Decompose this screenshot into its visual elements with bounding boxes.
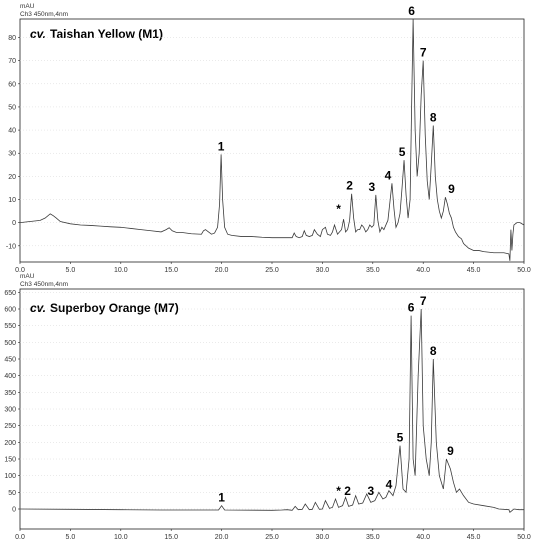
- x-tick-label: 10.0: [114, 534, 128, 541]
- peak-label-m7-6: 6: [408, 301, 415, 315]
- x-tick-label: 25.0: [265, 534, 279, 541]
- x-tick-label: 25.0: [265, 267, 279, 274]
- y-tick-label: 50: [8, 104, 16, 111]
- x-tick-label: 40.0: [416, 534, 430, 541]
- peak-label-m7-1: 1: [218, 491, 225, 505]
- peak-label-m7-star: *: [336, 484, 341, 498]
- y-tick-label: 10: [8, 197, 16, 204]
- channel-label-m7: Ch3 450nm,4nm: [20, 281, 68, 288]
- x-tick-label: 30.0: [316, 534, 330, 541]
- y-tick-label: -10: [6, 243, 16, 250]
- peak-label-m7-4: 4: [386, 477, 393, 491]
- x-tick-label: 20.0: [215, 534, 229, 541]
- peak-label-m1-3: 3: [368, 180, 375, 194]
- channel-label-m1: Ch3 450nm,4nm: [20, 11, 68, 18]
- x-tick-label: 40.0: [416, 267, 430, 274]
- series-line-m7: [19, 308, 524, 513]
- title-italic-m1: cv.: [30, 27, 46, 41]
- peak-label-m1-5: 5: [399, 145, 406, 159]
- y-tick-label: 400: [4, 373, 16, 380]
- x-tick-label: 5.0: [66, 534, 76, 541]
- x-tick-label: 0.0: [15, 534, 25, 541]
- title-text-m1: Taishan Yellow (M1): [50, 27, 163, 41]
- y-tick-label: 250: [4, 423, 16, 430]
- y-tick-label: 30: [8, 151, 16, 158]
- x-tick-label: 35.0: [366, 267, 380, 274]
- x-tick-label: 45.0: [467, 267, 481, 274]
- x-tick-label: 30.0: [316, 267, 330, 274]
- peak-label-m1-6: 6: [408, 4, 415, 18]
- x-tick-label: 5.0: [66, 267, 76, 274]
- chart-title-m1: cv. Taishan Yellow (M1): [30, 27, 163, 41]
- y-tick-label: 0: [12, 507, 16, 514]
- series-line-m1: [19, 18, 525, 261]
- y-tick-label: 40: [8, 128, 16, 135]
- peak-label-m1-star: *: [336, 202, 341, 216]
- peak-label-m1-9: 9: [448, 182, 455, 196]
- x-tick-label: 50.0: [517, 534, 531, 541]
- y-tick-label: 60: [8, 81, 16, 88]
- peak-label-m1-4: 4: [385, 168, 392, 182]
- peak-label-m1-2: 2: [346, 179, 353, 193]
- chart-panel-m1: mAU Ch3 450nm,4nm cv. Taishan Yellow (M1)…: [6, 3, 531, 274]
- x-tick-label: 15.0: [164, 534, 178, 541]
- title-italic-m7: cv.: [30, 301, 46, 315]
- peak-label-m1-7: 7: [420, 46, 427, 60]
- y-tick-label: 550: [4, 323, 16, 330]
- x-tick-label: 20.0: [215, 267, 229, 274]
- y-tick-label: 150: [4, 457, 16, 464]
- x-tick-label: 15.0: [164, 267, 178, 274]
- y-tick-label: 20: [8, 174, 16, 181]
- y-tick-label: 450: [4, 357, 16, 364]
- peak-label-m7-8: 8: [430, 344, 437, 358]
- y-tick-label: 50: [8, 490, 16, 497]
- y-tick-label: 100: [4, 473, 16, 480]
- y-tick-label: 500: [4, 340, 16, 347]
- chart-title-m7: cv. Superboy Orange (M7): [30, 301, 179, 315]
- y-tick-label: 350: [4, 390, 16, 397]
- x-tick-label: 45.0: [467, 534, 481, 541]
- x-tick-label: 10.0: [114, 267, 128, 274]
- peak-label-m7-9: 9: [447, 444, 454, 458]
- x-tick-label: 0.0: [15, 267, 25, 274]
- x-tick-label: 50.0: [517, 267, 531, 274]
- peak-label-m7-3: 3: [367, 484, 374, 498]
- chart-panel-m7: mAU Ch3 450nm,4nm cv. Superboy Orange (M7…: [4, 273, 531, 541]
- peak-label-m7-5: 5: [397, 431, 404, 445]
- y-tick-label: 600: [4, 307, 16, 314]
- peak-label-m1-8: 8: [430, 110, 437, 124]
- y-tick-label: 200: [4, 440, 16, 447]
- y-tick-label: 80: [8, 35, 16, 42]
- y-tick-label: 300: [4, 407, 16, 414]
- y-tick-label: 0: [12, 220, 16, 227]
- unit-label-m7: mAU: [20, 273, 35, 280]
- peak-label-m1-1: 1: [218, 139, 225, 153]
- y-tick-label: 650: [4, 290, 16, 297]
- x-tick-label: 35.0: [366, 534, 380, 541]
- peak-label-m7-7: 7: [420, 294, 427, 308]
- title-text-m7: Superboy Orange (M7): [50, 301, 179, 315]
- peak-label-m7-2: 2: [344, 484, 351, 498]
- unit-label-m1: mAU: [20, 3, 35, 10]
- y-tick-label: 70: [8, 58, 16, 65]
